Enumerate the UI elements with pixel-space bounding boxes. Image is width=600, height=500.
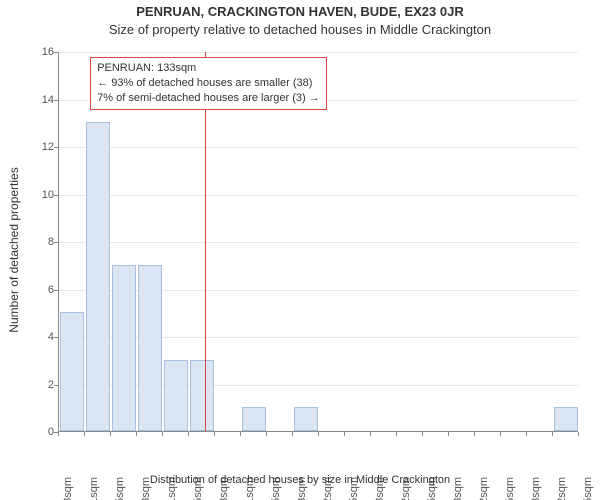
histogram-bar: [138, 265, 162, 431]
x-tick-mark: [58, 432, 59, 436]
y-tick-label: 2: [34, 379, 54, 391]
y-tick-label: 4: [34, 331, 54, 343]
y-tick-mark: [54, 147, 58, 148]
x-tick-mark: [240, 432, 241, 436]
y-tick-mark: [54, 195, 58, 196]
gridline: [59, 290, 578, 291]
x-tick-mark: [84, 432, 85, 436]
annotation-box: PENRUAN: 133sqm← 93% of detached houses …: [90, 57, 327, 110]
histogram-bar: [294, 407, 318, 431]
y-tick-mark: [54, 385, 58, 386]
y-tick-mark: [54, 100, 58, 101]
annotation-line: ← 93% of detached houses are smaller (38…: [97, 76, 320, 91]
x-tick-mark: [474, 432, 475, 436]
x-tick-mark: [162, 432, 163, 436]
x-tick-mark: [136, 432, 137, 436]
gridline: [59, 385, 578, 386]
plot-area: PENRUAN: 133sqm← 93% of detached houses …: [58, 52, 578, 432]
y-axis-label: Number of detached properties: [7, 120, 21, 380]
gridline: [59, 242, 578, 243]
x-tick-mark: [370, 432, 371, 436]
x-axis-title: Distribution of detached houses by size …: [0, 474, 600, 486]
x-tick-mark: [552, 432, 553, 436]
annotation-line: PENRUAN: 133sqm: [97, 61, 320, 76]
x-tick-mark: [500, 432, 501, 436]
y-tick-mark: [54, 290, 58, 291]
histogram-bar: [190, 360, 214, 431]
y-tick-label: 0: [34, 426, 54, 438]
x-tick-mark: [266, 432, 267, 436]
title-sub: Size of property relative to detached ho…: [0, 22, 600, 37]
y-tick-label: 16: [34, 46, 54, 58]
title-main: PENRUAN, CRACKINGTON HAVEN, BUDE, EX23 0…: [0, 4, 600, 19]
annotation-line: 7% of semi-detached houses are larger (3…: [97, 91, 320, 106]
histogram-bar: [60, 312, 84, 431]
gridline: [59, 147, 578, 148]
x-tick-mark: [188, 432, 189, 436]
x-tick-mark: [396, 432, 397, 436]
x-tick-mark: [292, 432, 293, 436]
gridline: [59, 337, 578, 338]
chart-container: PENRUAN, CRACKINGTON HAVEN, BUDE, EX23 0…: [0, 0, 600, 500]
y-tick-label: 6: [34, 284, 54, 296]
x-tick-mark: [318, 432, 319, 436]
y-tick-mark: [54, 242, 58, 243]
y-tick-mark: [54, 337, 58, 338]
histogram-bar: [112, 265, 136, 431]
histogram-bar: [242, 407, 266, 431]
gridline: [59, 195, 578, 196]
x-tick-mark: [422, 432, 423, 436]
y-tick-label: 12: [34, 141, 54, 153]
y-tick-mark: [54, 52, 58, 53]
y-tick-label: 10: [34, 189, 54, 201]
histogram-bar: [86, 122, 110, 431]
y-tick-label: 14: [34, 94, 54, 106]
x-tick-mark: [344, 432, 345, 436]
x-tick-mark: [578, 432, 579, 436]
x-tick-mark: [526, 432, 527, 436]
gridline: [59, 52, 578, 53]
y-tick-label: 8: [34, 236, 54, 248]
histogram-bar: [164, 360, 188, 431]
x-tick-mark: [214, 432, 215, 436]
histogram-bar: [554, 407, 578, 431]
x-tick-mark: [110, 432, 111, 436]
x-tick-mark: [448, 432, 449, 436]
